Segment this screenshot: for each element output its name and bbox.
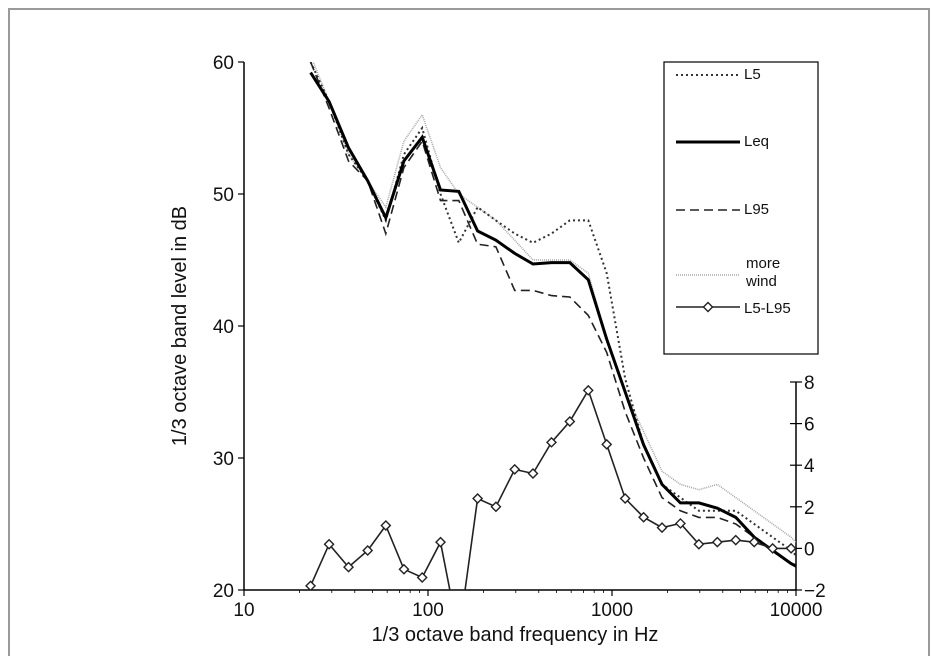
data-point-marker bbox=[305, 580, 317, 590]
y2-tick-label: 4 bbox=[804, 456, 815, 477]
series-line-l5-l95 bbox=[309, 388, 796, 590]
data-point-marker bbox=[748, 536, 760, 548]
x-tick-label: 10000 bbox=[770, 600, 823, 621]
data-point-marker bbox=[546, 436, 557, 448]
legend-box bbox=[663, 61, 819, 355]
y2-tick-label: −2 bbox=[804, 581, 826, 602]
data-point-marker bbox=[380, 520, 392, 532]
legend-label: more bbox=[746, 255, 780, 272]
data-point-marker bbox=[362, 544, 374, 556]
data-point-marker bbox=[472, 492, 484, 504]
data-point-marker bbox=[767, 542, 779, 554]
data-point-marker bbox=[435, 536, 447, 548]
data-point-marker bbox=[582, 384, 594, 396]
y2-tick-label: 6 bbox=[804, 415, 815, 436]
data-point-marker bbox=[638, 511, 650, 523]
data-point-marker bbox=[416, 572, 428, 584]
x-axis-label: 1/3 octave band frequency in Hz bbox=[372, 624, 659, 646]
legend-label: L5-L95 bbox=[744, 300, 791, 317]
y-tick-label: 40 bbox=[213, 317, 234, 338]
series-line-leq bbox=[309, 71, 796, 568]
y2-tick-label: 2 bbox=[804, 498, 815, 519]
x-tick-label: 10 bbox=[233, 600, 254, 621]
figure-frame bbox=[8, 8, 930, 656]
series-line-more-wind bbox=[312, 62, 796, 544]
legend-marker bbox=[702, 301, 714, 313]
x-tick-label: 1000 bbox=[591, 600, 633, 621]
legend-label: L95 bbox=[744, 201, 769, 218]
data-point-marker bbox=[674, 517, 686, 529]
x-tick-label: 100 bbox=[412, 600, 444, 621]
y-tick-label: 60 bbox=[213, 53, 234, 74]
data-point-marker bbox=[564, 416, 576, 428]
y-tick-label: 30 bbox=[213, 449, 234, 470]
data-point-marker bbox=[490, 501, 502, 513]
y-tick-label: 50 bbox=[213, 185, 234, 206]
data-point-marker bbox=[527, 468, 539, 480]
y-tick-label: 20 bbox=[213, 581, 234, 602]
data-point-marker bbox=[619, 492, 631, 504]
series-line-l95 bbox=[309, 62, 796, 566]
data-point-marker bbox=[509, 463, 521, 475]
data-point-marker bbox=[656, 522, 668, 534]
data-point-marker bbox=[785, 542, 796, 554]
y-axis-label: 1/3 octave band level in dB bbox=[169, 206, 191, 446]
data-point-marker bbox=[730, 534, 742, 546]
y2-tick-label: 0 bbox=[804, 539, 815, 560]
series-layer bbox=[305, 62, 796, 590]
data-point-marker bbox=[343, 561, 355, 573]
data-point-marker bbox=[693, 538, 705, 550]
y2-tick-label: 8 bbox=[804, 373, 815, 394]
legend-label: wind bbox=[745, 273, 777, 290]
legend-label: Leq bbox=[744, 133, 769, 150]
data-point-marker bbox=[601, 438, 613, 450]
data-point-marker bbox=[398, 563, 410, 575]
data-point-marker bbox=[711, 536, 723, 548]
legend-label: L5 bbox=[744, 66, 761, 83]
data-point-marker bbox=[323, 538, 335, 550]
axes: 20 30 40 50 60 10 100 1000 10000−2 0 2 4 6 8 bbox=[213, 53, 826, 621]
